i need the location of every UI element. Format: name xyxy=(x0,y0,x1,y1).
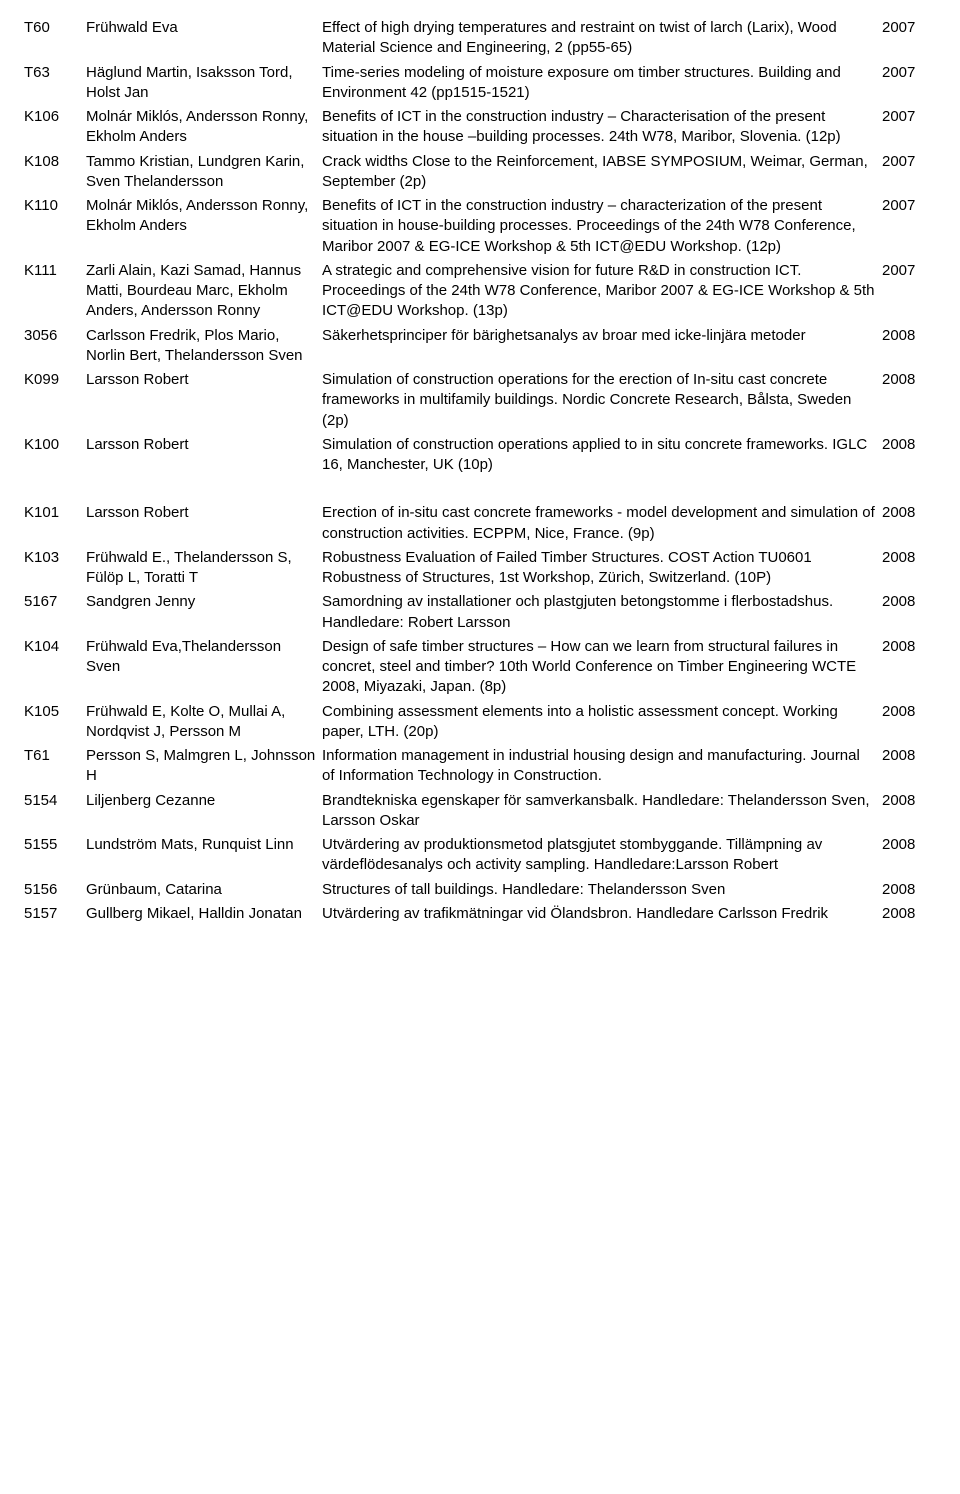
publication-year: 2007 xyxy=(882,196,936,261)
table-row: K105Frühwald E, Kolte O, Mullai A, Nordq… xyxy=(24,702,936,747)
publication-authors: Frühwald Eva,Thelandersson Sven xyxy=(86,637,322,702)
publication-authors: Carlsson Fredrik, Plos Mario, Norlin Ber… xyxy=(86,326,322,371)
publication-authors: Molnár Miklós, Andersson Ronny, Ekholm A… xyxy=(86,196,322,261)
publication-description: Effect of high drying temperatures and r… xyxy=(322,18,882,63)
table-row: 5167Sandgren JennySamordning av installa… xyxy=(24,592,936,637)
publication-year: 2008 xyxy=(882,592,936,637)
publication-code: 5157 xyxy=(24,904,86,928)
table-row: K101Larsson RobertErection of in-situ ca… xyxy=(24,503,936,548)
table-row: 5155Lundström Mats, Runquist LinnUtvärde… xyxy=(24,835,936,880)
table-row: 3056Carlsson Fredrik, Plos Mario, Norlin… xyxy=(24,326,936,371)
publication-code: 5167 xyxy=(24,592,86,637)
publication-year: 2007 xyxy=(882,261,936,326)
publication-authors: Liljenberg Cezanne xyxy=(86,791,322,836)
publication-authors: Frühwald E., Thelandersson S, Fülöp L, T… xyxy=(86,548,322,593)
table-row: K100Larsson RobertSimulation of construc… xyxy=(24,435,936,480)
publication-code: K105 xyxy=(24,702,86,747)
table-row: T60Frühwald EvaEffect of high drying tem… xyxy=(24,18,936,63)
publication-table-2: K101Larsson RobertErection of in-situ ca… xyxy=(24,503,936,928)
publication-description: Combining assessment elements into a hol… xyxy=(322,702,882,747)
publication-code: T61 xyxy=(24,746,86,791)
publication-authors: Frühwald E, Kolte O, Mullai A, Nordqvist… xyxy=(86,702,322,747)
publication-authors: Lundström Mats, Runquist Linn xyxy=(86,835,322,880)
publication-code: K103 xyxy=(24,548,86,593)
publication-year: 2008 xyxy=(882,326,936,371)
publication-description: Structures of tall buildings. Handledare… xyxy=(322,880,882,904)
table-row: K108Tammo Kristian, Lundgren Karin, Sven… xyxy=(24,152,936,197)
publication-year: 2007 xyxy=(882,107,936,152)
table-row: K110Molnár Miklós, Andersson Ronny, Ekho… xyxy=(24,196,936,261)
publication-description: Information management in industrial hou… xyxy=(322,746,882,791)
publication-description: A strategic and comprehensive vision for… xyxy=(322,261,882,326)
section-gap xyxy=(24,479,936,503)
publication-description: Crack widths Close to the Reinforcement,… xyxy=(322,152,882,197)
publication-description: Benefits of ICT in the construction indu… xyxy=(322,107,882,152)
table-row: 5156Grünbaum, CatarinaStructures of tall… xyxy=(24,880,936,904)
publication-code: T63 xyxy=(24,63,86,108)
table-row: 5157Gullberg Mikael, Halldin JonatanUtvä… xyxy=(24,904,936,928)
publication-authors: Larsson Robert xyxy=(86,370,322,435)
publication-code: K099 xyxy=(24,370,86,435)
publication-description: Samordning av installationer och plastgj… xyxy=(322,592,882,637)
table-row: T61Persson S, Malmgren L, Johnsson HInfo… xyxy=(24,746,936,791)
publication-year: 2008 xyxy=(882,637,936,702)
publication-description: Utvärdering av trafikmätningar vid Öland… xyxy=(322,904,882,928)
publication-year: 2008 xyxy=(882,702,936,747)
publication-description: Erection of in-situ cast concrete framew… xyxy=(322,503,882,548)
publication-authors: Tammo Kristian, Lundgren Karin, Sven The… xyxy=(86,152,322,197)
publication-description: Simulation of construction operations ap… xyxy=(322,435,882,480)
publication-description: Robustness Evaluation of Failed Timber S… xyxy=(322,548,882,593)
publication-year: 2007 xyxy=(882,152,936,197)
publication-code: K101 xyxy=(24,503,86,548)
publication-code: 5154 xyxy=(24,791,86,836)
publication-authors: Gullberg Mikael, Halldin Jonatan xyxy=(86,904,322,928)
table-row: K111Zarli Alain, Kazi Samad, Hannus Matt… xyxy=(24,261,936,326)
table-row: K106Molnár Miklós, Andersson Ronny, Ekho… xyxy=(24,107,936,152)
publication-authors: Larsson Robert xyxy=(86,435,322,480)
publication-year: 2008 xyxy=(882,435,936,480)
publication-description: Säkerhetsprinciper för bärighetsanalys a… xyxy=(322,326,882,371)
table-row: K103Frühwald E., Thelandersson S, Fülöp … xyxy=(24,548,936,593)
table-row: T63Häglund Martin, Isaksson Tord, Holst … xyxy=(24,63,936,108)
publication-year: 2008 xyxy=(882,904,936,928)
publication-description: Utvärdering av produktionsmetod platsgju… xyxy=(322,835,882,880)
table-row: K104Frühwald Eva,Thelandersson SvenDesig… xyxy=(24,637,936,702)
publication-description: Time-series modeling of moisture exposur… xyxy=(322,63,882,108)
publication-code: K104 xyxy=(24,637,86,702)
publication-year: 2008 xyxy=(882,791,936,836)
publication-table-1: T60Frühwald EvaEffect of high drying tem… xyxy=(24,18,936,479)
publication-year: 2008 xyxy=(882,835,936,880)
publication-description: Design of safe timber structures – How c… xyxy=(322,637,882,702)
publication-code: 5156 xyxy=(24,880,86,904)
publication-authors: Persson S, Malmgren L, Johnsson H xyxy=(86,746,322,791)
publication-code: 5155 xyxy=(24,835,86,880)
publication-code: K106 xyxy=(24,107,86,152)
publication-authors: Larsson Robert xyxy=(86,503,322,548)
publication-code: K110 xyxy=(24,196,86,261)
publication-year: 2008 xyxy=(882,370,936,435)
publication-year: 2007 xyxy=(882,18,936,63)
publication-description: Brandtekniska egenskaper för samverkansb… xyxy=(322,791,882,836)
publication-description: Benefits of ICT in the construction indu… xyxy=(322,196,882,261)
publication-authors: Frühwald Eva xyxy=(86,18,322,63)
publication-code: K108 xyxy=(24,152,86,197)
table-row: 5154Liljenberg CezanneBrandtekniska egen… xyxy=(24,791,936,836)
publication-description: Simulation of construction operations fo… xyxy=(322,370,882,435)
publication-code: T60 xyxy=(24,18,86,63)
publication-code: K111 xyxy=(24,261,86,326)
publication-code: K100 xyxy=(24,435,86,480)
publication-year: 2008 xyxy=(882,503,936,548)
table-row: K099Larsson RobertSimulation of construc… xyxy=(24,370,936,435)
publication-authors: Häglund Martin, Isaksson Tord, Holst Jan xyxy=(86,63,322,108)
publication-year: 2008 xyxy=(882,746,936,791)
publication-authors: Zarli Alain, Kazi Samad, Hannus Matti, B… xyxy=(86,261,322,326)
publication-year: 2007 xyxy=(882,63,936,108)
publication-code: 3056 xyxy=(24,326,86,371)
publication-authors: Sandgren Jenny xyxy=(86,592,322,637)
publication-year: 2008 xyxy=(882,880,936,904)
publication-authors: Grünbaum, Catarina xyxy=(86,880,322,904)
publication-authors: Molnár Miklós, Andersson Ronny, Ekholm A… xyxy=(86,107,322,152)
publication-year: 2008 xyxy=(882,548,936,593)
